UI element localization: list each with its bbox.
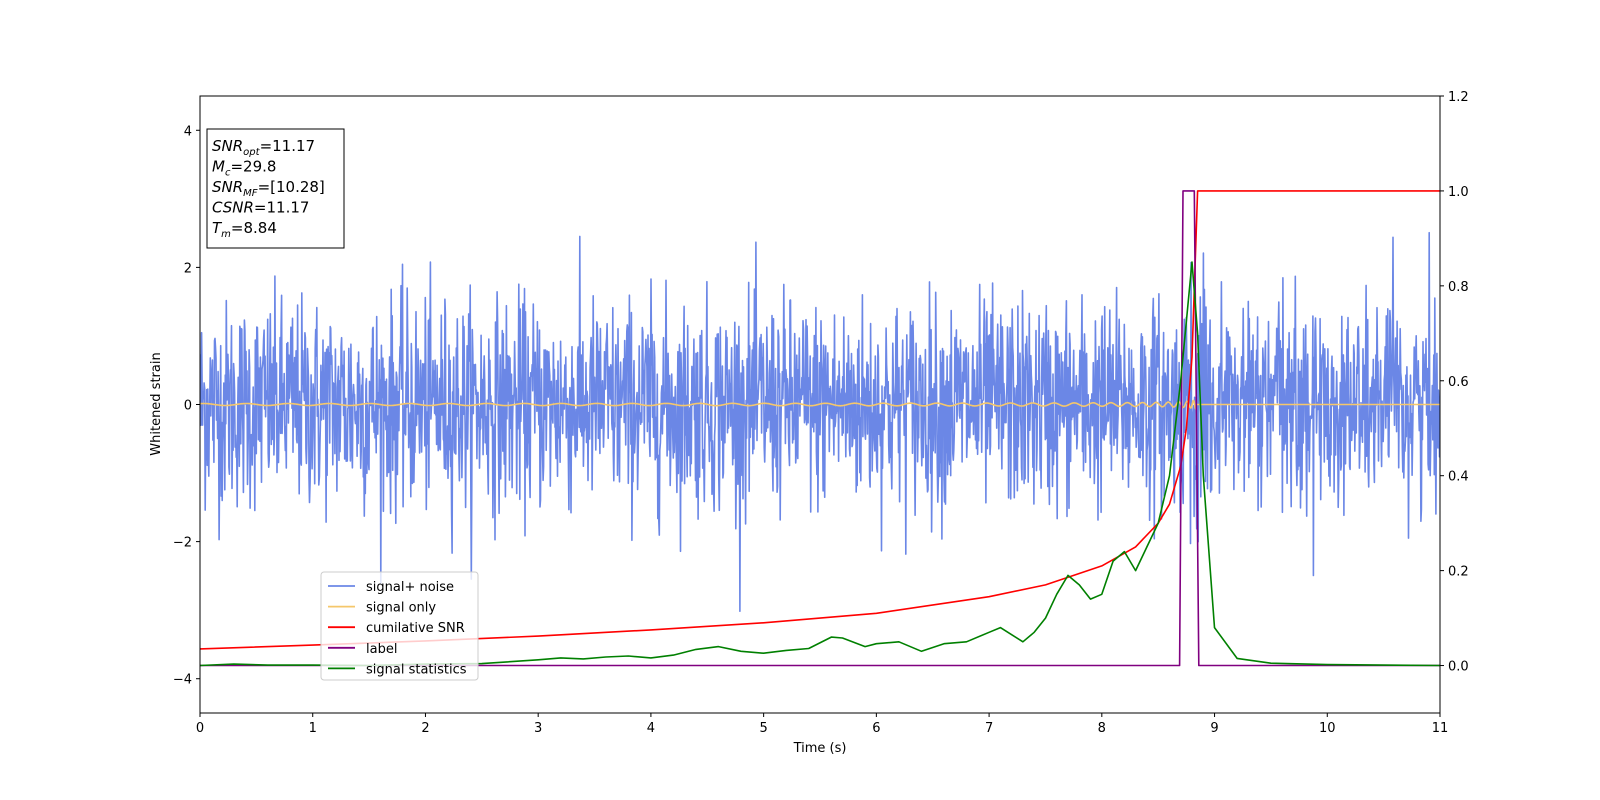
legend-label: signal+ noise: [366, 580, 454, 595]
x-tick-label: 2: [421, 721, 429, 736]
series-line-0: [200, 231, 1440, 612]
right-y-tick-label: 0.8: [1448, 280, 1469, 295]
info-box: SNRopt=11.17Mc=29.8SNRMF=[10.28]CSNR=11.…: [206, 128, 345, 249]
info-box-frame: [206, 128, 345, 249]
left-y-tick-label: −2: [173, 536, 192, 551]
y-axis-label: Whitened strain: [149, 352, 164, 455]
series-line-4: [200, 261, 1440, 667]
series-layer: [200, 190, 1440, 667]
series-line-2: [200, 190, 1440, 650]
left-y-tick-label: 0: [184, 399, 192, 414]
legend: signal+ noise signal only cumilative SNR la…: [320, 571, 479, 681]
right-y-tick-label: 0.4: [1448, 470, 1469, 485]
x-axis-label: Time (s): [793, 741, 847, 756]
series-line-1: [200, 399, 1440, 410]
right-y-tick-label: 0.0: [1448, 660, 1469, 675]
legend-frame: [320, 571, 479, 681]
right-y-tick-label: 1.2: [1448, 90, 1469, 105]
legend-label: cumilative SNR: [366, 621, 465, 636]
x-tick-label: 7: [985, 721, 993, 736]
x-tick-label: 11: [1432, 721, 1449, 736]
x-tick-label: 8: [1098, 721, 1106, 736]
x-tick-label: 9: [1210, 721, 1218, 736]
x-axis: 0 1 2 3 4 5 6 7 8 9 10 11: [196, 713, 1448, 736]
x-tick-label: 4: [647, 721, 655, 736]
x-tick-label: 6: [872, 721, 880, 736]
legend-label: signal only: [366, 601, 436, 616]
info-line: Mc=29.8: [212, 158, 276, 179]
x-tick-label: 0: [196, 721, 204, 736]
right-y-tick-label: 0.2: [1448, 565, 1469, 580]
series-line-3: [200, 190, 1440, 667]
legend-label: signal statistics: [366, 662, 467, 677]
info-line: CSNR=11.17: [212, 199, 309, 217]
right-y-tick-label: 0.6: [1448, 375, 1469, 390]
legend-label: label: [366, 642, 397, 657]
left-y-tick-label: 4: [184, 124, 192, 139]
info-line: SNRMF=[10.28]: [212, 178, 325, 199]
info-line: SNRopt=11.17: [212, 137, 315, 158]
x-tick-label: 5: [759, 721, 767, 736]
right-y-tick-label: 1.0: [1448, 185, 1469, 200]
x-tick-label: 3: [534, 721, 542, 736]
left-y-tick-label: −4: [173, 673, 192, 688]
x-tick-label: 1: [309, 721, 317, 736]
info-line: Tm=8.84: [212, 219, 277, 240]
left-y-tick-label: 2: [184, 261, 192, 276]
x-tick-label: 10: [1319, 721, 1336, 736]
right-y-axis: 0.0 0.2 0.4 0.6 0.8 1.0 1.2: [1440, 90, 1469, 675]
left-y-axis: −4 −2 0 2 4: [173, 124, 200, 688]
